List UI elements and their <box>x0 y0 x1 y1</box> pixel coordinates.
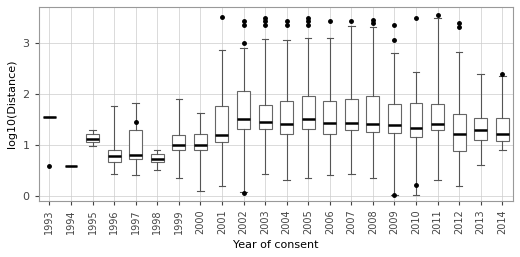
PathPatch shape <box>323 101 336 134</box>
PathPatch shape <box>453 114 465 151</box>
PathPatch shape <box>215 106 228 142</box>
PathPatch shape <box>345 99 358 130</box>
PathPatch shape <box>172 135 185 150</box>
Y-axis label: log10(Distance): log10(Distance) <box>7 60 17 148</box>
PathPatch shape <box>302 96 315 129</box>
PathPatch shape <box>108 150 121 162</box>
PathPatch shape <box>410 103 422 137</box>
PathPatch shape <box>367 96 380 132</box>
PathPatch shape <box>129 130 142 159</box>
PathPatch shape <box>280 101 293 134</box>
X-axis label: Year of consent: Year of consent <box>233 240 319 250</box>
PathPatch shape <box>194 134 207 150</box>
PathPatch shape <box>86 134 99 142</box>
PathPatch shape <box>237 91 250 129</box>
PathPatch shape <box>151 154 164 162</box>
PathPatch shape <box>474 118 487 140</box>
PathPatch shape <box>258 105 271 129</box>
PathPatch shape <box>496 118 509 141</box>
PathPatch shape <box>388 104 401 133</box>
PathPatch shape <box>431 104 444 130</box>
